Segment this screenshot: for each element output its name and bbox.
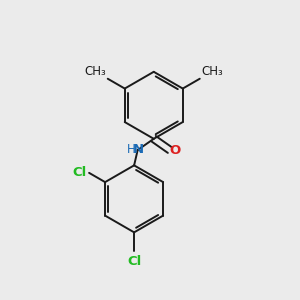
Text: CH₃: CH₃ xyxy=(201,64,223,78)
Text: H: H xyxy=(127,143,136,156)
Text: O: O xyxy=(169,144,181,157)
Text: N: N xyxy=(133,143,144,156)
Text: Cl: Cl xyxy=(127,255,141,268)
Text: CH₃: CH₃ xyxy=(85,64,106,78)
Text: Cl: Cl xyxy=(72,166,86,179)
